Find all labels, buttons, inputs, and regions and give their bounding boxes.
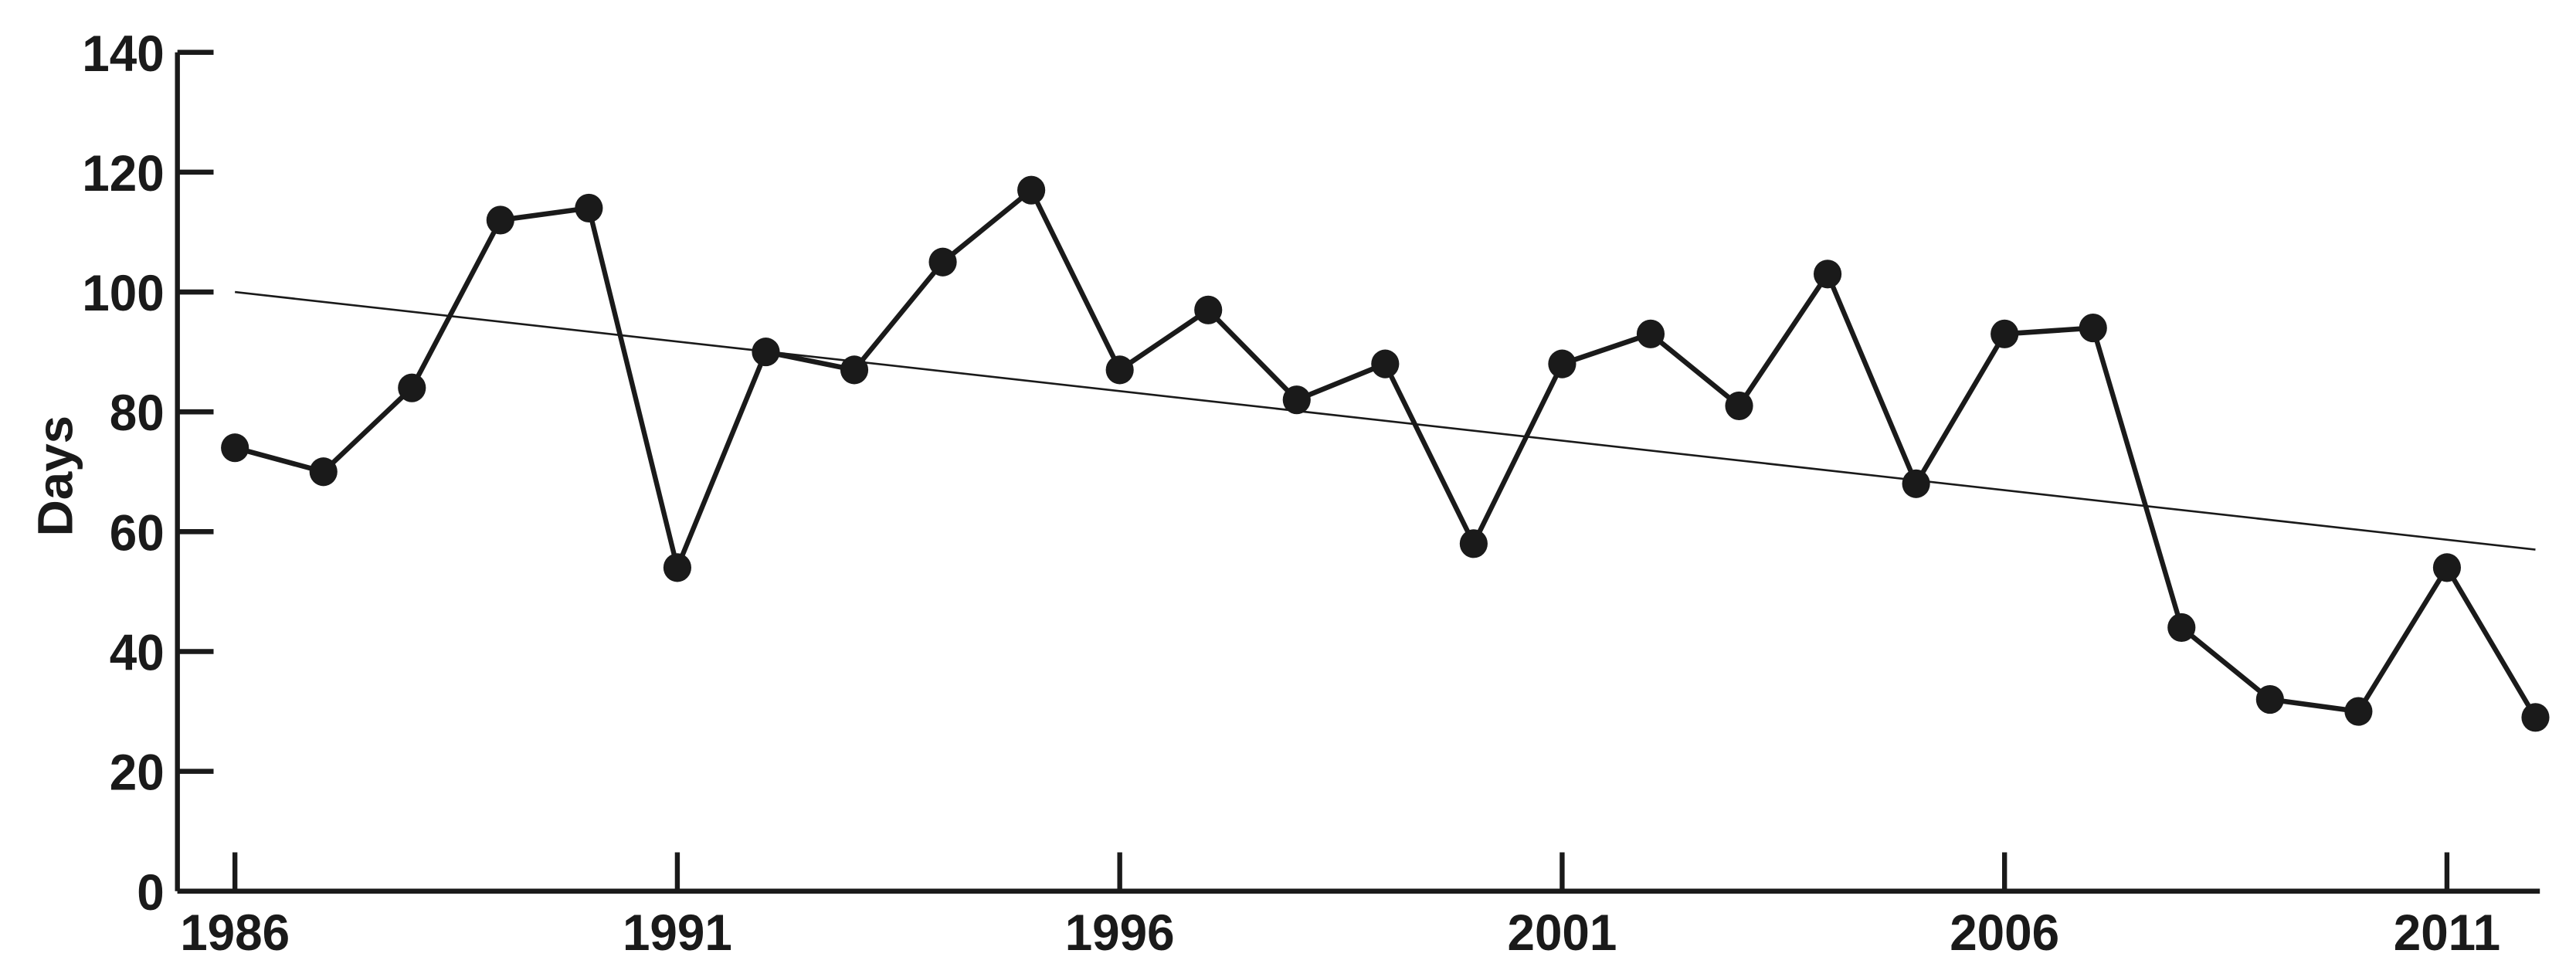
data-point	[1725, 391, 1753, 421]
data-point	[486, 205, 514, 235]
data-point	[2167, 613, 2196, 643]
y-tick-label: 100	[82, 264, 164, 321]
data-point	[1282, 385, 1311, 415]
data-point	[2521, 703, 2550, 732]
data-point	[1813, 260, 1842, 289]
data-point	[1017, 175, 1046, 205]
data-point	[1459, 529, 1488, 558]
data-point	[1991, 319, 2019, 348]
data-point	[221, 433, 249, 463]
data-point	[2079, 314, 2107, 343]
data-point	[928, 247, 957, 277]
data-point	[663, 553, 691, 582]
y-tick-label: 120	[82, 144, 164, 202]
data-point	[1371, 349, 1400, 378]
y-tick-label: 20	[110, 744, 165, 801]
data-point	[2344, 697, 2373, 726]
x-tick-label: 2011	[2394, 904, 2500, 957]
x-tick-label: 2006	[1950, 904, 2059, 957]
trend-line	[235, 290, 2536, 551]
x-tick-label: 2001	[1507, 904, 1617, 957]
data-point	[1105, 355, 1134, 385]
y-tick-label: 80	[110, 384, 165, 441]
x-tick-label: 1986	[180, 904, 290, 957]
data-point	[1194, 295, 1223, 324]
data-point	[575, 193, 603, 223]
data-point	[752, 338, 780, 367]
data-point	[398, 373, 426, 402]
y-tick-label: 60	[110, 504, 165, 562]
y-tick-label: 0	[137, 864, 164, 921]
data-point	[840, 355, 869, 385]
data-point	[2255, 684, 2284, 714]
y-tick-label: 140	[82, 25, 164, 82]
y-tick-label: 40	[110, 624, 165, 681]
data-point	[2432, 553, 2462, 582]
y-axis-label: Days	[27, 416, 83, 537]
x-tick-label: 1996	[1065, 904, 1175, 957]
data-point	[1548, 349, 1576, 378]
data-point	[309, 457, 338, 487]
data-point	[1636, 319, 1665, 348]
data-point	[1902, 469, 1930, 498]
x-tick-label: 1991	[623, 904, 732, 957]
